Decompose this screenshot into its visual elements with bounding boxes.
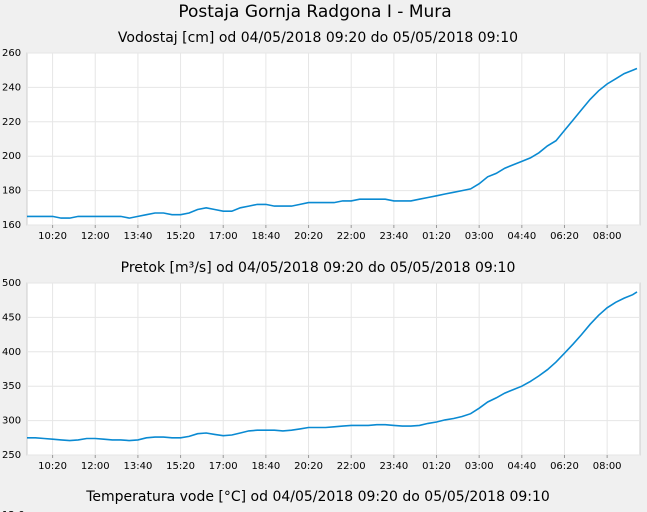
x-tick-label: 04:40	[507, 461, 536, 472]
chart-title: Pretok [m³/s] od 04/05/2018 09:20 do 05/…	[121, 260, 516, 276]
x-tick-label: 06:20	[550, 461, 579, 472]
x-tick-label: 08:00	[593, 461, 622, 472]
x-tick-label: 17:00	[209, 461, 238, 472]
x-tick-label: 04:40	[507, 231, 536, 242]
plot-area	[26, 52, 641, 226]
y-tick-label: 12.6	[2, 510, 24, 512]
x-tick-label: 18:40	[251, 231, 280, 242]
y-tick-label: 250	[2, 450, 21, 461]
x-tick-label: 18:40	[251, 461, 280, 472]
x-tick-label: 13:40	[123, 231, 152, 242]
x-tick-label: 10:20	[38, 231, 67, 242]
x-tick-label: 15:20	[166, 231, 195, 242]
y-tick-label: 260	[2, 48, 21, 59]
x-tick-label: 20:20	[294, 231, 323, 242]
y-tick-label: 500	[2, 278, 21, 289]
x-tick-label: 17:00	[209, 231, 238, 242]
y-tick-label: 220	[2, 117, 21, 128]
x-tick-label: 10:20	[38, 461, 67, 472]
x-tick-label: 20:20	[294, 461, 323, 472]
x-tick-label: 23:40	[379, 461, 408, 472]
x-tick-label: 03:00	[465, 461, 494, 472]
y-tick-label: 300	[2, 416, 21, 427]
y-tick-label: 400	[2, 347, 21, 358]
y-tick-label: 180	[2, 186, 21, 197]
x-tick-label: 23:40	[379, 231, 408, 242]
x-tick-label: 03:00	[465, 231, 494, 242]
y-tick-label: 450	[2, 312, 21, 323]
x-tick-label: 01:20	[422, 231, 451, 242]
y-tick-label: 200	[2, 151, 21, 162]
x-tick-label: 22:00	[337, 231, 366, 242]
y-tick-label: 350	[2, 381, 21, 392]
page-title: Postaja Gornja Radgona I - Mura	[178, 2, 451, 22]
x-tick-label: 22:00	[337, 461, 366, 472]
data-line	[27, 67, 638, 219]
chart-title: Temperatura vode [°C] od 04/05/2018 09:2…	[85, 489, 550, 505]
x-tick-label: 15:20	[166, 461, 195, 472]
x-tick-label: 08:00	[593, 231, 622, 242]
x-tick-label: 12:00	[81, 461, 110, 472]
y-tick-label: 160	[2, 220, 21, 231]
x-tick-label: 12:00	[81, 231, 110, 242]
x-tick-label: 01:20	[422, 461, 451, 472]
data-line	[27, 291, 638, 442]
x-tick-label: 06:20	[550, 231, 579, 242]
x-tick-label: 13:40	[123, 461, 152, 472]
y-tick-label: 240	[2, 82, 21, 93]
chart-title: Vodostaj [cm] od 04/05/2018 09:20 do 05/…	[118, 30, 518, 46]
